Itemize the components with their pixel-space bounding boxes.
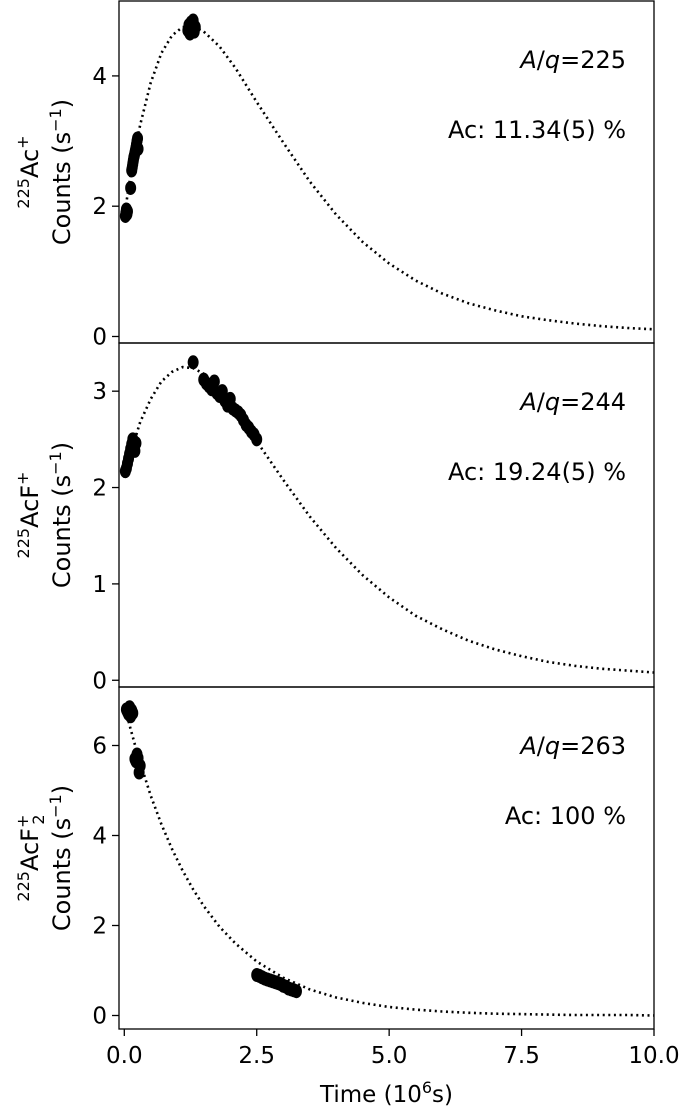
aq-q: q — [545, 732, 560, 760]
aq-annotation: A/q=225 — [518, 46, 626, 74]
species-base: Ac — [16, 149, 44, 178]
data-point — [132, 141, 144, 156]
counts-text: Counts (s — [48, 132, 76, 245]
data-point — [189, 20, 201, 35]
y-tick-label: 0 — [92, 324, 107, 350]
aq-q: q — [545, 388, 560, 416]
aq-slash: / — [537, 732, 546, 760]
x-tick-label: 10.0 — [628, 1043, 679, 1069]
species-mass: 225 — [14, 178, 33, 209]
data-point — [134, 758, 146, 773]
counts-exponent: −1 — [46, 794, 65, 818]
x-axis-title: Time (106s) — [319, 1078, 453, 1108]
x-tick-label: 7.5 — [503, 1043, 540, 1069]
data-point — [121, 204, 133, 219]
x-axis-title-end: s) — [432, 1082, 453, 1108]
counts-label: Counts (s−1) — [46, 442, 76, 588]
y-tick-label: 4 — [92, 64, 107, 90]
counts-exponent: −1 — [46, 451, 65, 475]
ac-annotation: Ac: 100 % — [505, 802, 626, 830]
y-tick-label: 3 — [92, 379, 107, 405]
species-charge: + — [13, 815, 32, 828]
species-charge: + — [13, 472, 32, 485]
aq-slash: / — [537, 46, 546, 74]
x-tick-label: 5.0 — [371, 1043, 408, 1069]
counts-label: Counts (s−1) — [46, 99, 76, 245]
data-point — [127, 706, 139, 721]
y-axis-label: 225AcF+2 Counts (s−1) — [13, 785, 76, 931]
species-mass: 225 — [14, 871, 33, 902]
species-base: AcF — [16, 485, 44, 528]
data-point — [125, 180, 137, 195]
aq-a: A — [518, 732, 536, 760]
counts-close: ) — [48, 99, 76, 108]
y-tick-label: 1 — [92, 572, 107, 598]
y-tick-label: 6 — [92, 734, 107, 760]
counts-text: Counts (s — [48, 818, 76, 931]
x-axis-title-exponent: 6 — [422, 1078, 432, 1097]
fit-curve — [123, 25, 655, 331]
species-label: 225AcF+2 — [13, 814, 48, 901]
x-axis: 0.0 2.5 5.0 7.5 10.0 Time (106s) — [106, 1029, 680, 1108]
data-point — [208, 374, 220, 389]
aq-value: =263 — [560, 732, 626, 760]
ac-annotation: Ac: 11.34(5) % — [448, 116, 626, 144]
data-point — [251, 432, 263, 447]
y-tick-label: 0 — [92, 1004, 107, 1030]
species-charge: + — [13, 135, 32, 148]
y-tick-label: 2 — [92, 194, 107, 220]
aq-annotation: A/q=244 — [518, 388, 626, 416]
x-axis-title-text: Time (10 — [319, 1082, 422, 1108]
aq-q: q — [545, 46, 560, 74]
counts-label: Counts (s−1) — [46, 785, 76, 931]
aq-value: =225 — [560, 46, 626, 74]
data-point — [290, 984, 302, 999]
x-tick-label: 2.5 — [238, 1043, 275, 1069]
counts-close: ) — [48, 442, 76, 451]
species-label: 225AcF+ — [13, 472, 44, 559]
plot-frame — [118, 686, 655, 1030]
data-point — [130, 436, 142, 451]
aq-a: A — [518, 46, 536, 74]
data-point — [187, 355, 199, 370]
y-tick-label: 2 — [92, 914, 107, 940]
x-tick-label: 0.0 — [106, 1043, 143, 1069]
y-axis-label: 225Ac+ Counts (s−1) — [13, 99, 76, 245]
y-tick-label: 0 — [92, 668, 107, 694]
counts-exponent: −1 — [46, 108, 65, 132]
species-subscript: 2 — [29, 814, 48, 824]
aq-annotation: A/q=263 — [518, 732, 626, 760]
species-base: AcF — [16, 828, 44, 871]
counts-close: ) — [48, 785, 76, 794]
aq-value: =244 — [560, 388, 626, 416]
aq-slash: / — [537, 388, 546, 416]
counts-text: Counts (s — [48, 475, 76, 588]
y-tick-label: 2 — [92, 476, 107, 502]
species-label: 225Ac+ — [13, 135, 44, 208]
aq-a: A — [518, 388, 536, 416]
species-mass: 225 — [14, 528, 33, 559]
data-point — [132, 131, 144, 146]
y-tick-label: 4 — [92, 824, 107, 850]
ac-annotation: Ac: 19.24(5) % — [448, 458, 626, 486]
y-axis-label: 225AcF+ Counts (s−1) — [13, 442, 76, 588]
